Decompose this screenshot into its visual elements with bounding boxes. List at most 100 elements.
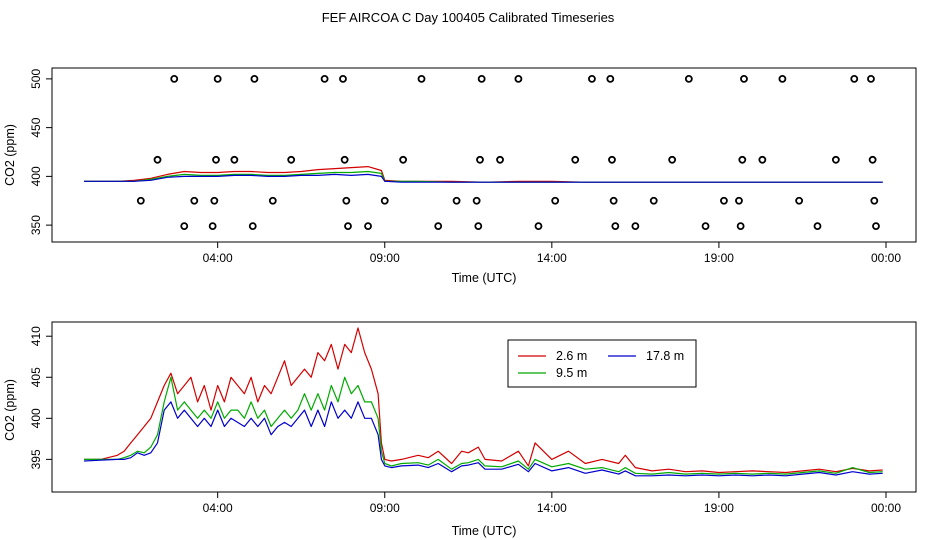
y-tick-label: 395 (29, 449, 43, 469)
data-marker (872, 222, 880, 231)
top-series-lines (84, 166, 883, 183)
data-marker (606, 74, 615, 83)
y-tick-label: 350 (29, 215, 43, 235)
data-marker (153, 155, 162, 164)
x-tick-label: 04:00 (203, 501, 233, 515)
x-tick-label: 09:00 (370, 251, 400, 265)
series-line-0 (84, 166, 883, 183)
bottom-y-axis-label: CO2 (ppm) (3, 379, 17, 441)
data-marker (434, 222, 443, 231)
data-marker (608, 155, 616, 164)
top-y-axis: 350 400 450 500 (29, 69, 52, 235)
top-panel: 04:00 09:00 14:00 19:00 00:00 350 400 450 500 T… (3, 67, 917, 285)
top-y-axis-label: CO2 (ppm) (3, 124, 17, 186)
bottom-x-axis: 04:00 09:00 14:00 19:00 00:00 (203, 492, 901, 515)
y-tick-label: 450 (29, 117, 43, 137)
data-marker (340, 155, 349, 164)
bottom-plot-frame (51, 321, 917, 493)
data-marker (208, 222, 217, 231)
top-plot-frame (51, 67, 917, 243)
bottom-series-lines (83, 327, 883, 477)
data-marker (268, 196, 277, 205)
chart-title: FEF AIRCOA C Day 100405 Calibrated Times… (322, 10, 615, 25)
data-marker (735, 196, 743, 205)
data-marker (758, 155, 767, 164)
data-marker (170, 74, 179, 83)
data-marker (609, 196, 618, 205)
data-marker (342, 196, 351, 205)
data-marker (611, 222, 620, 231)
x-tick-label: 14:00 (537, 501, 567, 515)
data-marker (831, 155, 840, 164)
data-marker (287, 155, 296, 164)
legend-label-9-5m: 9.5 m (556, 366, 587, 380)
data-marker (868, 155, 877, 164)
x-tick-label: 19:00 (704, 251, 734, 265)
legend: 2.6 m 17.8 m 9.5 m (507, 339, 697, 388)
bottom-y-axis: 395 400 405 410 (29, 326, 52, 469)
data-marker (867, 74, 875, 83)
data-marker (631, 222, 640, 231)
x-tick-label: 00:00 (871, 501, 901, 515)
data-marker (738, 155, 747, 164)
data-marker (474, 222, 483, 231)
series-line-2 (84, 173, 883, 183)
data-marker (870, 196, 879, 205)
data-marker (339, 74, 347, 83)
x-tick-label: 14:00 (537, 251, 567, 265)
data-marker (399, 155, 408, 164)
data-marker (701, 222, 710, 231)
data-marker (320, 74, 329, 83)
data-marker (250, 74, 259, 83)
data-marker (684, 74, 693, 83)
data-marker (136, 196, 145, 205)
data-marker (649, 196, 658, 205)
data-marker (514, 74, 523, 83)
data-marker (588, 74, 596, 83)
x-tick-label: 00:00 (871, 251, 901, 265)
y-tick-label: 500 (29, 69, 43, 89)
series-line-2 (83, 401, 883, 477)
data-marker (230, 155, 239, 164)
data-marker (380, 196, 389, 205)
x-tick-label: 09:00 (370, 501, 400, 515)
data-marker (344, 222, 352, 231)
data-marker (534, 222, 543, 231)
data-marker (213, 74, 222, 83)
data-marker (813, 222, 822, 231)
series-line-1 (84, 376, 883, 475)
data-marker (248, 222, 257, 231)
data-marker (850, 74, 859, 83)
data-marker (740, 74, 748, 83)
data-marker (472, 196, 481, 205)
x-tick-label: 19:00 (704, 501, 734, 515)
bottom-panel: 04:00 09:00 14:00 19:00 00:00 395 400 405 410 T… (3, 321, 917, 538)
top-x-axis: 04:00 09:00 14:00 19:00 00:00 (203, 242, 901, 265)
data-marker (668, 155, 677, 164)
x-tick-label: 04:00 (203, 251, 233, 265)
data-marker (720, 196, 728, 205)
data-marker (551, 196, 560, 205)
legend-label-2-6m: 2.6 m (556, 349, 587, 363)
data-marker (452, 196, 461, 205)
data-marker (795, 196, 804, 205)
data-marker (736, 222, 745, 231)
data-marker (212, 155, 220, 164)
data-marker (364, 222, 372, 231)
legend-label-17-8m: 17.8 m (646, 349, 684, 363)
y-tick-label: 410 (29, 326, 43, 346)
top-x-axis-label: Time (UTC) (452, 271, 517, 285)
y-tick-label: 400 (29, 408, 43, 428)
data-marker (417, 74, 426, 83)
data-marker (778, 74, 787, 83)
y-tick-label: 405 (29, 367, 43, 387)
data-marker (571, 155, 580, 164)
data-marker (190, 196, 199, 205)
bottom-x-axis-label: Time (UTC) (452, 524, 517, 538)
data-marker (477, 74, 486, 83)
data-marker (476, 155, 484, 164)
data-marker (210, 196, 219, 205)
data-marker (180, 222, 189, 231)
legend-box (507, 339, 697, 388)
